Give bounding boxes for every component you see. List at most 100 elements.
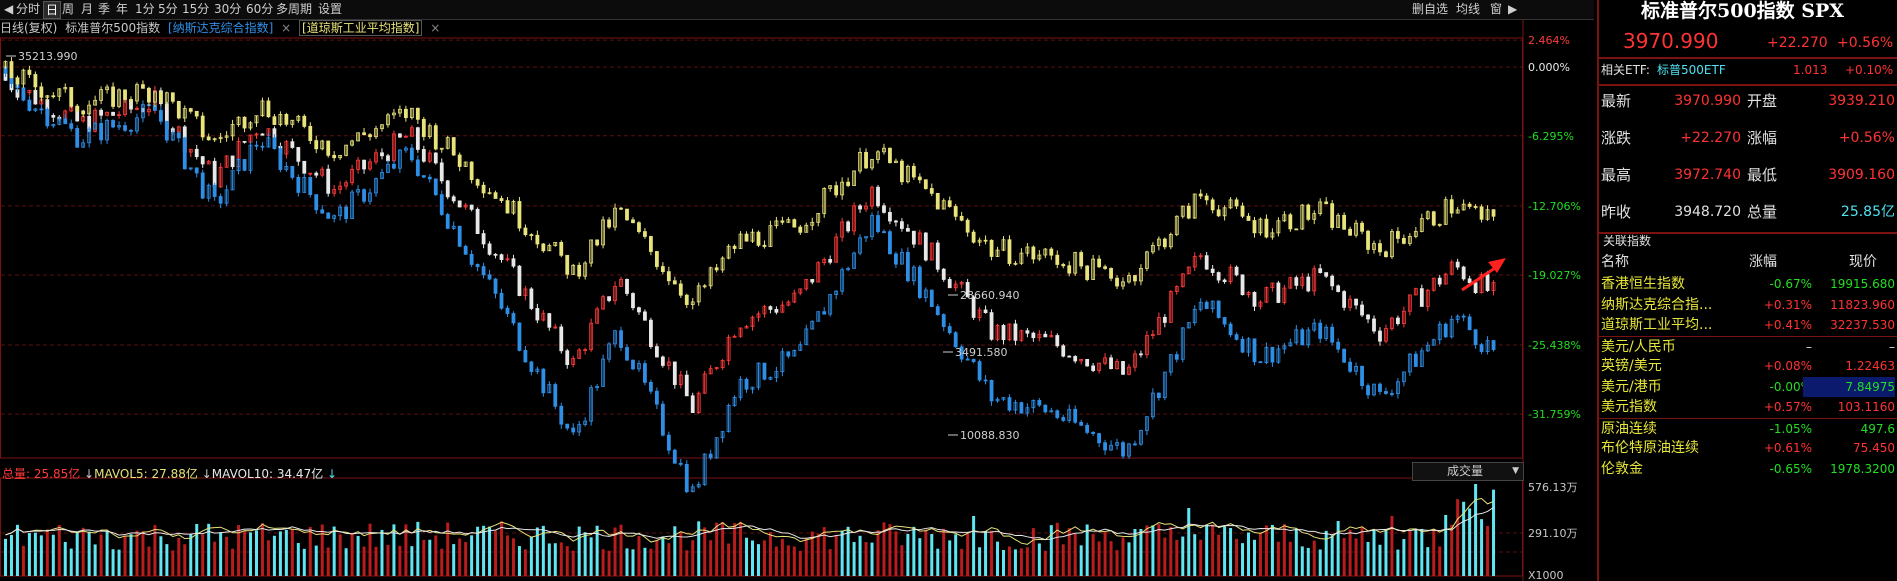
- volume-bar: [488, 526, 492, 576]
- dow-candle: [696, 285, 701, 303]
- related-row[interactable]: 布伦特原油连续 +0.61% 75.450: [1599, 438, 1897, 458]
- period-tab[interactable]: 30分: [214, 2, 242, 16]
- volume-bar: [810, 531, 814, 576]
- dow-candle: [1204, 195, 1209, 201]
- dow-candle: [1222, 207, 1227, 217]
- period-tab[interactable]: 月: [81, 2, 94, 16]
- volume-bar: [201, 534, 205, 576]
- volume-bar: [1408, 531, 1412, 576]
- period-tab[interactable]: 1分: [135, 2, 155, 16]
- related-row[interactable]: 道琼斯工业平均... +0.41% 32237.530: [1599, 315, 1897, 335]
- dow-candle: [176, 100, 181, 119]
- caret-down-icon: ▼: [1512, 466, 1519, 476]
- related-row[interactable]: 美元/人民币 – –: [1599, 335, 1897, 357]
- spx-candle: [678, 374, 683, 385]
- dow-candle: [1491, 209, 1496, 217]
- nasdaq-candle: [684, 463, 689, 493]
- volume-bar: [697, 521, 701, 576]
- nasdaq-candle: [200, 172, 205, 199]
- dow-candle: [1437, 223, 1442, 226]
- period-tab[interactable]: 周: [62, 2, 75, 16]
- spx-candle: [1288, 277, 1293, 289]
- spx-candle: [427, 152, 432, 162]
- close-icon[interactable]: ×: [281, 21, 292, 35]
- volume-bar: [404, 524, 408, 576]
- indicator-select[interactable]: 成交量 ▼: [1412, 462, 1524, 481]
- spx-candle: [206, 160, 211, 165]
- related-row[interactable]: 香港恒生指数 -0.67% 19915.680: [1599, 274, 1897, 294]
- spx-candle: [971, 296, 976, 318]
- volume-bar: [1079, 545, 1083, 576]
- toolbar-right-button[interactable]: 窗: [1490, 2, 1503, 16]
- nasdaq-candle: [433, 178, 438, 196]
- dow-candle: [57, 88, 62, 97]
- nasdaq-candle: [1246, 338, 1251, 353]
- spx-candle: [93, 109, 98, 132]
- spx-candle: [1413, 288, 1418, 296]
- related-price: 497.6: [1860, 421, 1895, 436]
- dow-candle: [1127, 275, 1131, 283]
- period-tab[interactable]: 日: [43, 1, 62, 19]
- nasdaq-candle: [1425, 344, 1430, 352]
- spx-candle: [589, 322, 594, 350]
- nasdaq-candle: [1085, 424, 1090, 433]
- nasdaq-candle: [290, 165, 295, 178]
- toolbar-right-button[interactable]: 均线: [1456, 2, 1481, 16]
- related-row[interactable]: 英镑/美元 +0.08% 1.22463: [1599, 356, 1897, 376]
- next-icon[interactable]: ▶: [1508, 2, 1518, 16]
- volume-bar: [81, 527, 85, 576]
- spx-candle: [1443, 273, 1448, 285]
- volume-bar: [15, 524, 19, 576]
- quote-panel: 标准普尔500指数 SPX 3970.990 +22.270 +0.56% 相关…: [1597, 0, 1897, 581]
- related-row[interactable]: 纳斯达克综合指... +0.31% 11823.960: [1599, 295, 1897, 315]
- dow-candle: [469, 161, 474, 181]
- prev-icon[interactable]: ◀: [4, 2, 14, 16]
- chart-canvas[interactable]: 2.464% 0.000% -6.295% -12.706% -19.027% -25.4…: [0, 0, 1597, 581]
- spx-candle: [792, 292, 797, 303]
- toolbar-right-button[interactable]: 删自选: [1412, 2, 1449, 16]
- spx-candle: [111, 111, 115, 116]
- etf-name[interactable]: 标普500ETF: [1657, 63, 1726, 77]
- period-tab[interactable]: 季: [98, 2, 111, 16]
- period-tab[interactable]: 60分: [246, 2, 274, 16]
- compare-nasdaq[interactable]: [纳斯达克综合指数]: [167, 21, 274, 35]
- nasdaq-candle: [1324, 326, 1329, 339]
- nasdaq-candle: [1013, 402, 1018, 411]
- related-row[interactable]: 原油连续 -1.05% 497.6: [1599, 417, 1897, 439]
- nasdaq-candle: [284, 165, 289, 170]
- volume-bar: [864, 542, 868, 576]
- related-row[interactable]: 美元/港币 -0.00% 7.84975: [1599, 376, 1897, 397]
- spx-candle: [1180, 273, 1185, 287]
- related-row[interactable]: 美元指数 +0.57% 103.1160: [1599, 397, 1897, 417]
- dow-candle: [1401, 238, 1406, 244]
- annotation-label: 35213.990: [18, 50, 78, 63]
- spx-candle: [1139, 353, 1143, 356]
- nasdaq-candle: [649, 381, 653, 392]
- dow-candle: [834, 185, 839, 196]
- dow-candle: [284, 113, 289, 125]
- related-name: 英镑/美元: [1601, 358, 1662, 374]
- compare-dow[interactable]: [道琼斯工业平均指数]: [299, 20, 423, 36]
- related-row[interactable]: 伦敦金 -0.65% 1978.3200: [1599, 459, 1897, 479]
- spx-candle: [1043, 333, 1048, 338]
- period-tab[interactable]: 分时: [16, 2, 41, 16]
- dow-candle: [1121, 281, 1125, 287]
- period-tab[interactable]: 多周期: [276, 2, 313, 16]
- period-tab[interactable]: 5分: [158, 2, 178, 16]
- spx-candle: [1467, 278, 1472, 284]
- close-icon[interactable]: ×: [430, 21, 441, 35]
- period-tab[interactable]: 年: [116, 2, 129, 16]
- volume-frame: [0, 477, 1523, 577]
- nasdaq-candle: [368, 192, 372, 202]
- spx-candle: [1097, 362, 1102, 371]
- spx-candle: [1007, 323, 1012, 341]
- nasdaq-candle: [1354, 365, 1358, 372]
- dow-candle: [254, 115, 259, 124]
- period-tab[interactable]: 设置: [318, 2, 343, 16]
- dow-candle: [894, 160, 898, 164]
- nasdaq-candle: [1115, 442, 1119, 446]
- volume-bar: [1432, 529, 1436, 576]
- period-tab[interactable]: 15分: [182, 2, 210, 16]
- volume-bar: [129, 534, 133, 576]
- spx-candle: [672, 361, 677, 385]
